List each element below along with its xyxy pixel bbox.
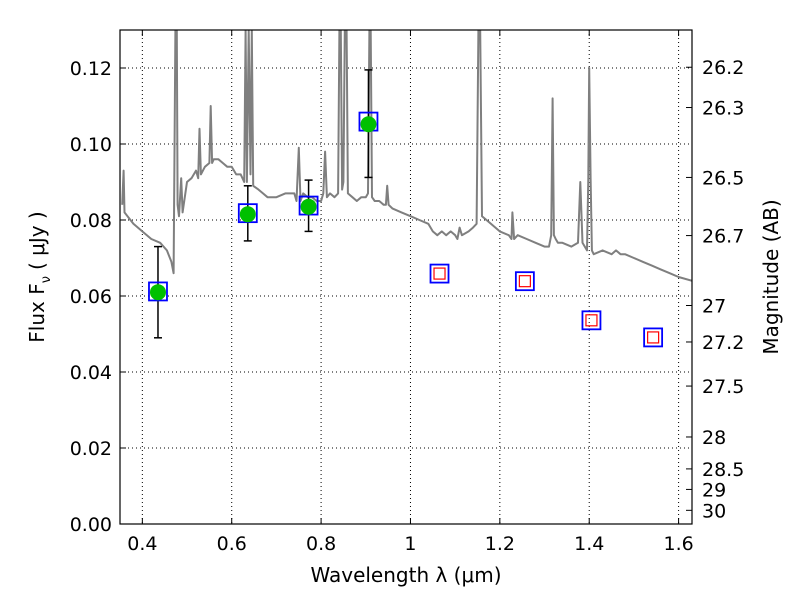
mag-tick-label: 26.2 [702,57,744,79]
model-box-marker [148,281,168,302]
y-axis-label-subscript: ν [39,276,54,283]
mag-tick-label: 27 [702,296,726,318]
y-tick-label: 0.04 [70,362,112,384]
mag-tick-label: 27.5 [702,376,744,398]
model-sed-line [121,30,692,282]
grid-layer [120,30,692,525]
mag-tick-label: 27.2 [702,332,744,354]
y-tick-label: 0.08 [70,210,112,232]
mag-tick-label: 30 [702,500,726,522]
nondetection-marker [585,314,598,327]
detection-marker [239,206,256,223]
nondetection-marker [518,275,531,288]
x-tick-label: 1.2 [485,533,515,555]
x-tick-label: 1 [404,533,416,555]
x-tick-label: 1.4 [574,533,604,555]
x-tick-label: 1.6 [663,533,693,555]
x-axis-label: Wavelength λ (μm) [310,563,501,587]
mag-tick-label: 26.3 [702,98,744,120]
nondetection-marker [433,267,446,280]
nondetection-marker [647,331,660,344]
series-layer [121,30,692,348]
mag-tick-label: 28 [702,427,726,449]
detection-marker [360,116,377,133]
mag-tick-label: 26.7 [702,226,744,248]
detection-marker [300,198,317,215]
y-axis-label-text: Flux F [25,283,49,342]
y-tick-label: 0.06 [70,286,112,308]
y-tick-label: 0.00 [70,514,112,536]
ticks-layer: 0.4 0.6 0.8 1 1.2 1.4 1.6 0.00 0.02 0.04 0.06 0.08 0… [70,30,744,555]
model-box-marker [581,310,602,331]
x-tick-label: 0.4 [127,533,157,555]
y-axis-label-unit: ( μJy ) [25,211,49,270]
detection-marker [149,284,166,301]
y-tick-label: 0.12 [70,58,112,80]
mag-tick-label: 28.5 [702,459,744,481]
plot-frame [119,29,693,525]
mag-tick-label: 29 [702,479,726,501]
y-axis-label: Flux Fν ( μJy ) [25,211,54,342]
model-box-marker [429,263,450,284]
model-box-marker [514,271,535,292]
y-tick-label: 0.10 [70,134,112,156]
x-tick-label: 0.8 [306,533,336,555]
y-tick-label: 0.02 [70,438,112,460]
y2-axis-label: Magnitude (AB) [759,199,783,354]
mag-tick-label: 26.5 [702,167,744,189]
x-tick-label: 0.6 [217,533,247,555]
model-box-marker [643,327,664,348]
